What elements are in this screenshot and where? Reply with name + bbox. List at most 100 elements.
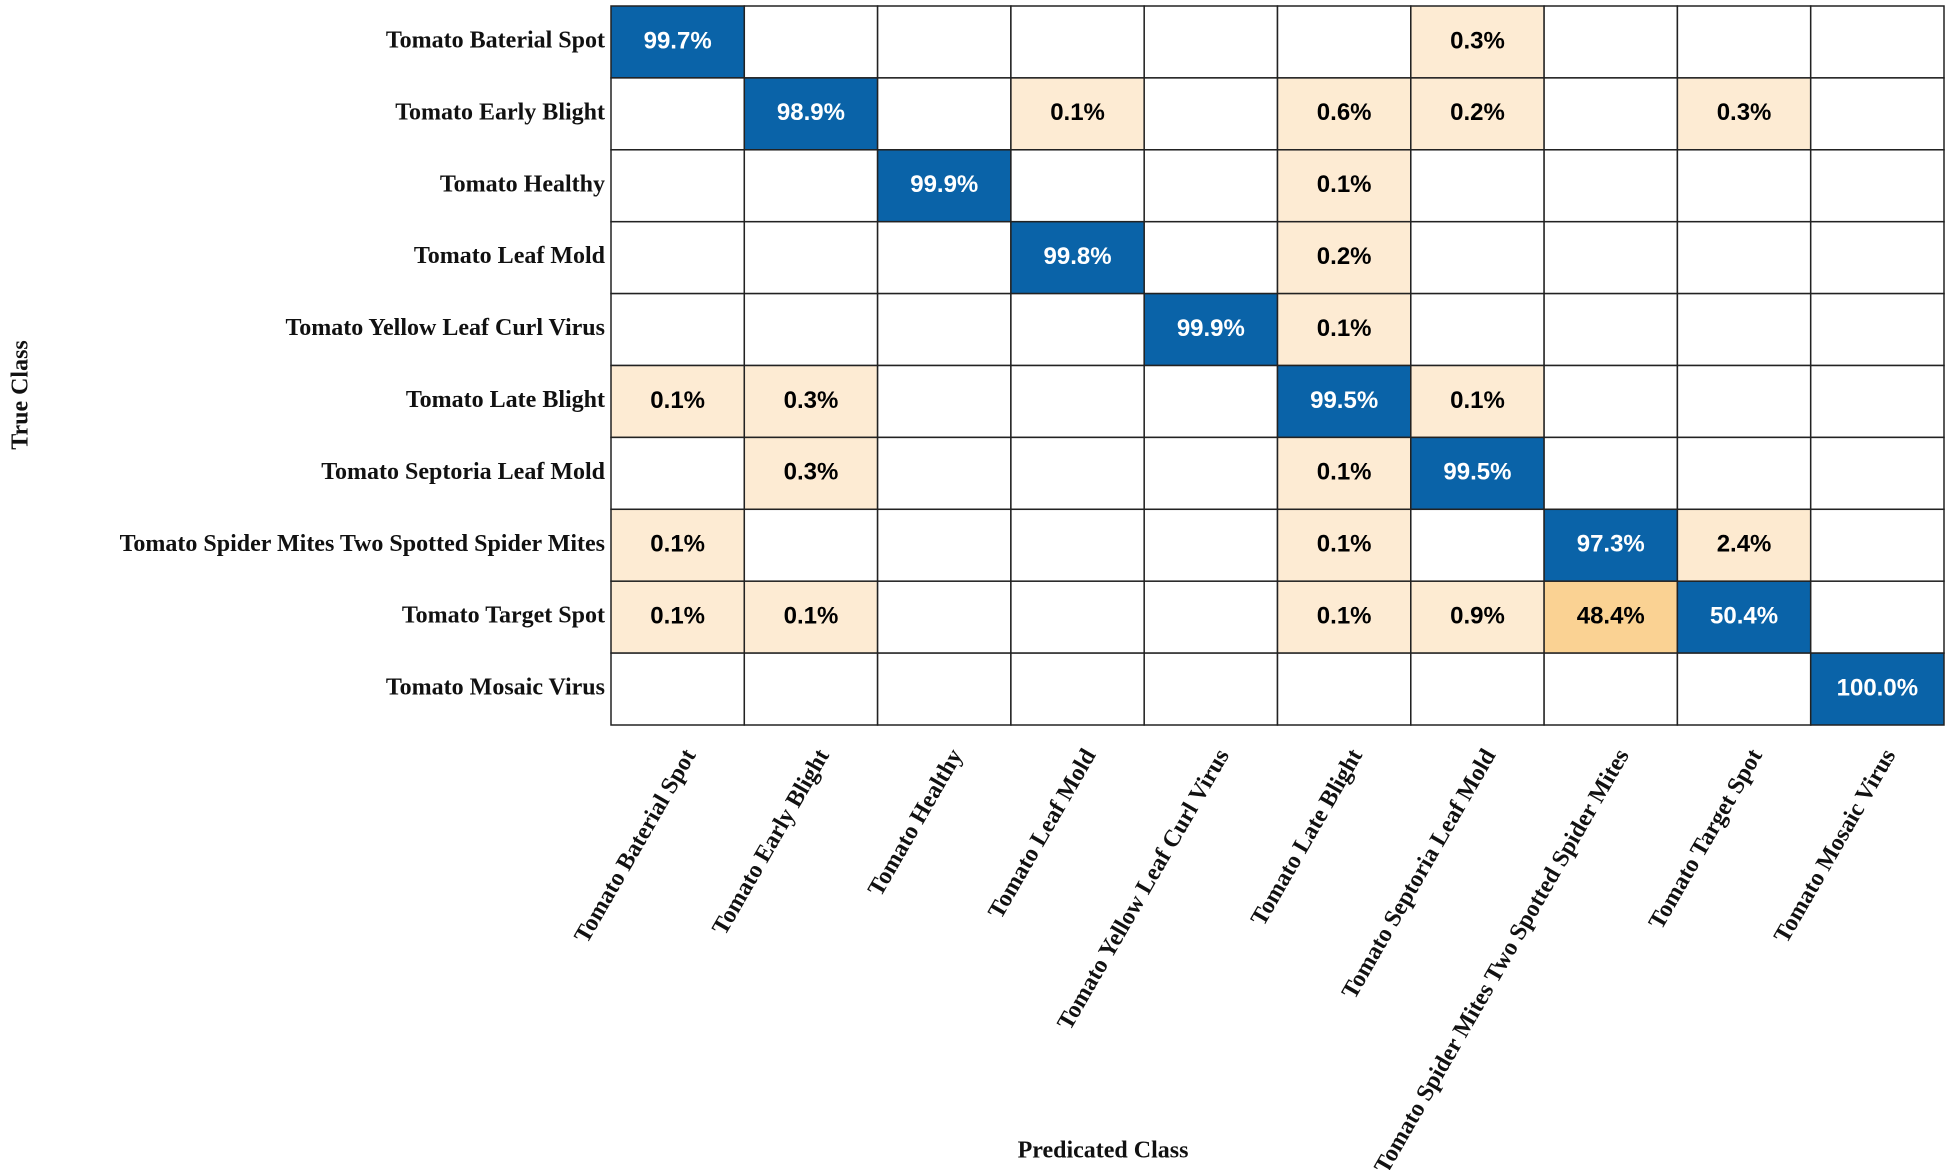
- cell-label: 0.2%: [1450, 99, 1505, 126]
- y-tick-label: Tomato Target Spot: [402, 603, 605, 629]
- cell: [1010, 292, 1145, 367]
- y-tick-label: Tomato Mosaic Virus: [386, 675, 605, 701]
- x-tick-label: Tomato Healthy: [863, 745, 968, 901]
- cell: [743, 508, 879, 582]
- cell: [1410, 580, 1545, 654]
- x-tick-label: Tomato Septoria Leaf Mold: [1337, 744, 1502, 1003]
- cell: [610, 436, 746, 511]
- cell: [876, 149, 1012, 223]
- cell: [1276, 652, 1412, 726]
- cell-label: 99.9%: [1177, 315, 1245, 342]
- cell: [1676, 436, 1812, 511]
- cell: [1010, 5, 1145, 79]
- x-tick-label: Tomato Spider Mites Two Spotted Spider M…: [1370, 745, 1635, 1170]
- cell: [1410, 652, 1545, 726]
- cell: [1010, 436, 1145, 511]
- cell-label: 0.1%: [1317, 315, 1372, 342]
- cell: [1676, 220, 1812, 295]
- y-tick-label: Tomato Yellow Leaf Curl Virus: [285, 315, 605, 341]
- cell: [1410, 436, 1545, 511]
- cell: [1143, 292, 1279, 367]
- cell: [1410, 149, 1545, 223]
- cell-label: 50.4%: [1710, 602, 1778, 629]
- cell-label: 0.1%: [1317, 602, 1372, 629]
- cell: [1543, 508, 1679, 582]
- cell-label: 0.3%: [1450, 27, 1505, 54]
- cell: [1809, 436, 1945, 511]
- cell: [1276, 508, 1412, 582]
- cell: [1543, 580, 1679, 654]
- cell: [1809, 292, 1945, 367]
- cell-label: 0.1%: [650, 531, 705, 558]
- cell: [1543, 149, 1679, 223]
- cell-label: 0.1%: [650, 602, 705, 629]
- cell: [1410, 364, 1545, 439]
- cell: [1809, 77, 1945, 151]
- cell-label: 0.1%: [1050, 99, 1105, 126]
- cell: [1143, 5, 1279, 79]
- cell: [1276, 364, 1412, 439]
- cell: [1676, 652, 1812, 726]
- cell: [1410, 508, 1545, 582]
- cell: [1809, 364, 1945, 439]
- cell-label: 0.1%: [650, 387, 705, 414]
- cell-label: 97.3%: [1577, 531, 1645, 558]
- cell: [1010, 149, 1145, 223]
- cell: [1676, 5, 1812, 79]
- cell: [876, 436, 1012, 511]
- cell-label: 2.4%: [1717, 531, 1772, 558]
- y-tick-label: Tomato Leaf Mold: [414, 243, 606, 269]
- cell: [743, 436, 879, 511]
- cell: [1276, 5, 1412, 79]
- x-axis-label: Predicated Class: [1018, 1138, 1189, 1164]
- cell-label: 0.3%: [784, 387, 839, 414]
- cell-label: 0.3%: [1717, 99, 1772, 126]
- cell-label: 99.5%: [1443, 459, 1511, 486]
- cell-label: 0.3%: [784, 459, 839, 486]
- x-tick-label: Tomato Late Blight: [1246, 745, 1368, 930]
- cell: [876, 580, 1012, 654]
- cell: [1543, 364, 1679, 439]
- cell: [876, 220, 1012, 295]
- cell: [743, 292, 879, 367]
- cell: [1809, 220, 1945, 295]
- cell: [610, 5, 746, 79]
- cell: [1143, 580, 1279, 654]
- cell: [1143, 436, 1279, 511]
- cell: [1143, 77, 1279, 151]
- cell: [876, 77, 1012, 151]
- cell: [610, 508, 746, 582]
- y-tick-label: Tomato Septoria Leaf Mold: [321, 459, 605, 485]
- cell: [610, 149, 746, 223]
- cell: [876, 292, 1012, 367]
- cell-label: 100.0%: [1837, 674, 1918, 701]
- cell: [610, 292, 746, 367]
- x-tick-label: Tomato Early Blight: [707, 745, 834, 940]
- cell: [1809, 5, 1945, 79]
- cell-label: 0.1%: [784, 602, 839, 629]
- cell: [610, 77, 746, 151]
- cell: [1143, 508, 1279, 582]
- y-tick-label: Tomato Late Blight: [406, 387, 605, 413]
- cell: [1676, 292, 1812, 367]
- cell: [743, 77, 879, 151]
- x-tick-label: Tomato Target Spot: [1644, 745, 1768, 934]
- cell: [1410, 220, 1545, 295]
- y-tick-label: Tomato Spider Mites Two Spotted Spider M…: [120, 531, 605, 557]
- cell: [1010, 652, 1145, 726]
- y-tick-label: Tomato Healthy: [440, 171, 605, 197]
- cell: [1143, 652, 1279, 726]
- cell-label: 0.1%: [1450, 387, 1505, 414]
- cell: [1809, 580, 1945, 654]
- cell: [1143, 364, 1279, 439]
- cell: [1010, 580, 1145, 654]
- cell-label: 0.9%: [1450, 602, 1505, 629]
- cell-label: 99.7%: [644, 27, 712, 54]
- x-tick-label: Tomato Leaf Mold: [983, 744, 1101, 923]
- cell: [1676, 364, 1812, 439]
- cell-label: 0.1%: [1317, 459, 1372, 486]
- cell: [610, 652, 746, 726]
- cell: [1010, 220, 1145, 295]
- cell: [743, 220, 879, 295]
- y-tick-label: Tomato Early Blight: [395, 99, 605, 125]
